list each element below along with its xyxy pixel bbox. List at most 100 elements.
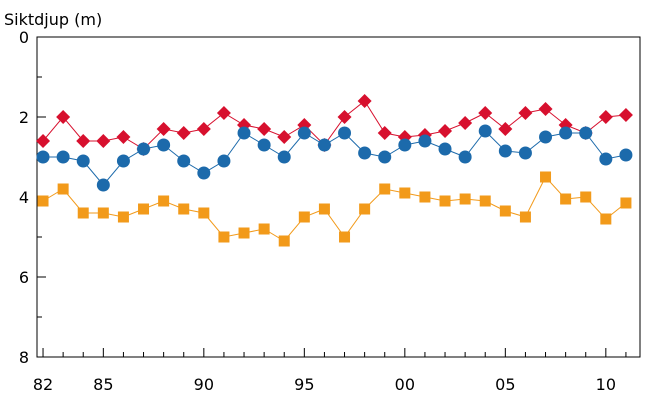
data-point [398,138,412,152]
data-point [538,102,553,116]
data-point [237,126,251,140]
data-point [277,150,291,164]
data-point [459,193,471,205]
data-point [156,122,171,136]
data-point [580,191,592,203]
data-point [338,126,352,140]
data-point [499,205,511,217]
data-point [339,231,351,243]
x-tick-label: 95 [294,375,314,394]
data-point [216,106,231,120]
data-point [518,146,532,160]
data-point [96,178,110,192]
y-tick-label: 0 [19,28,29,47]
y-axis-title: Siktdjup (m) [4,10,102,29]
data-point [358,146,372,160]
data-point [378,150,392,164]
data-point [137,142,151,156]
data-point [198,207,210,219]
data-point [138,203,150,215]
plot-frame [36,36,641,358]
data-point [258,223,270,235]
x-tick-label: 00 [395,375,415,394]
data-point [618,108,633,122]
data-point [359,203,371,215]
data-point [37,195,49,207]
axis-ticks: 0 2 4 6 882 85 90 95 00 05 10 [19,28,627,394]
data-point [600,213,612,225]
data-point [298,211,310,223]
data-point [197,166,211,180]
data-point [419,191,431,203]
data-point [196,122,211,136]
data-point [478,124,492,138]
data-point [218,231,230,243]
data-point [519,211,531,223]
data-point [157,138,171,152]
y-tick-label: 6 [19,268,29,287]
series-diamond [36,94,633,156]
data-point [178,203,190,215]
data-point [176,126,191,140]
data-point [297,126,311,140]
data-point [518,106,533,120]
data-point [257,138,271,152]
series-circle [36,124,633,192]
data-point [56,110,71,124]
x-tick-label: 10 [596,375,616,394]
x-tick-label: 82 [33,375,53,394]
data-point [257,122,272,136]
data-point [117,211,129,223]
data-point [36,150,50,164]
data-point [278,235,290,247]
data-point [357,94,372,108]
x-tick-label: 05 [495,375,515,394]
data-point [116,130,131,144]
data-point [438,142,452,156]
data-point [97,207,109,219]
data-point [439,195,451,207]
data-point [36,134,51,148]
series-layer [36,94,633,247]
data-point [620,197,632,209]
data-point [479,195,491,207]
data-point [540,171,552,183]
data-point [539,130,553,144]
data-point [217,154,231,168]
data-point [438,124,453,138]
data-point [177,154,191,168]
data-point [399,187,411,199]
series-line [42,176,627,242]
data-point [377,126,392,140]
data-point [598,110,613,124]
data-point [238,227,250,239]
series-square [37,171,632,247]
data-point [379,183,391,195]
data-point [96,134,111,148]
x-tick-label: 90 [194,375,214,394]
data-point [498,144,512,158]
y-tick-label: 4 [19,188,29,207]
data-point [478,106,493,120]
data-point [599,152,613,166]
series-line [42,100,626,150]
data-point [77,207,89,219]
data-point [559,126,573,140]
series-line [43,130,626,186]
data-point [619,148,633,162]
data-point [318,203,330,215]
data-point [57,183,69,195]
data-point [56,150,70,164]
data-point [317,138,331,152]
data-point [418,134,432,148]
data-point [116,154,130,168]
data-point [337,110,352,124]
data-point [458,116,473,130]
data-point [76,134,91,148]
x-tick-label: 85 [93,375,113,394]
data-point [277,130,292,144]
data-point [458,150,472,164]
data-point [158,195,170,207]
data-point [560,193,572,205]
